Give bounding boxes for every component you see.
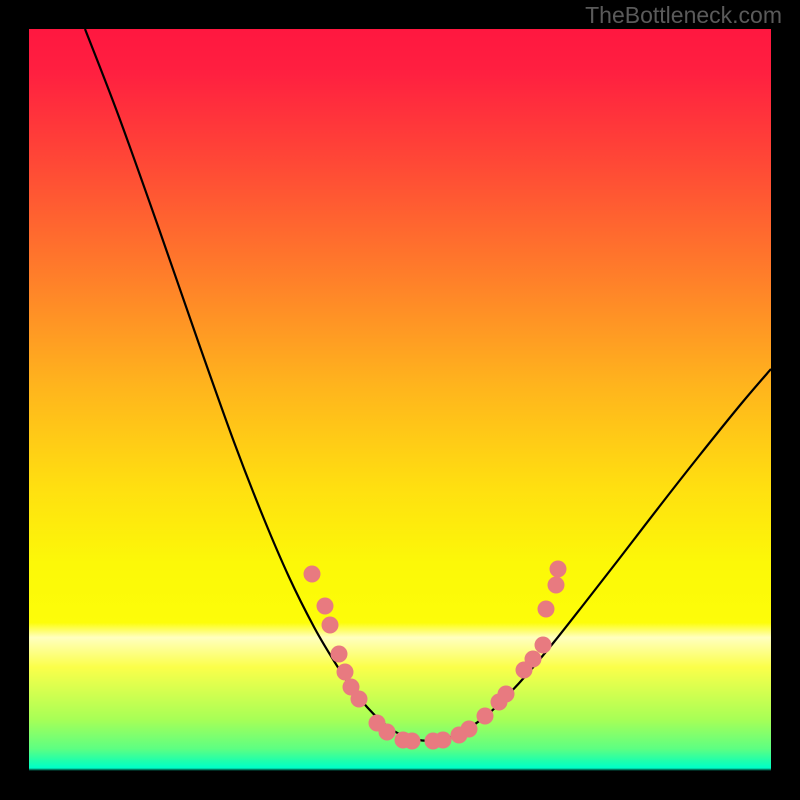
scatter-point (379, 724, 396, 741)
chart-svg (29, 29, 771, 771)
scatter-point (404, 733, 421, 750)
scatter-point (331, 646, 348, 663)
scatter-point (477, 708, 494, 725)
scatter-point (435, 732, 452, 749)
scatter-point (548, 577, 565, 594)
scatter-point (337, 664, 354, 681)
scatter-point (304, 566, 321, 583)
scatter-point (461, 721, 478, 738)
scatter-point (351, 691, 368, 708)
scatter-point (525, 651, 542, 668)
watermark: TheBottleneck.com (585, 2, 782, 29)
scatter-point (535, 637, 552, 654)
scatter-point (538, 601, 555, 618)
scatter-point (498, 686, 515, 703)
chart (29, 29, 771, 771)
chart-background (29, 29, 771, 771)
scatter-point (550, 561, 567, 578)
scatter-point (322, 617, 339, 634)
scatter-point (317, 598, 334, 615)
